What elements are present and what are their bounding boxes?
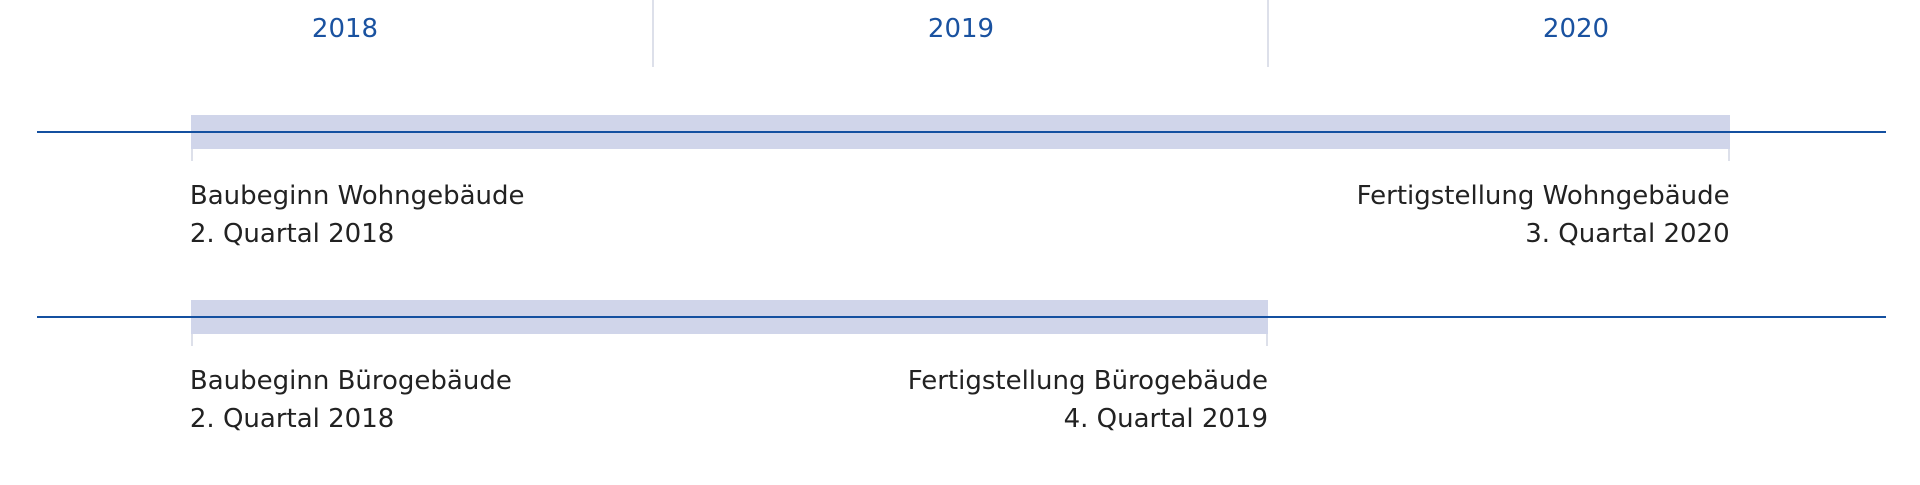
end-label-title: Fertigstellung Bürogebäude	[907, 366, 1268, 396]
start-tick	[190, 149, 193, 161]
end-label: Fertigstellung Wohngebäude 3. Quartal 20…	[1357, 177, 1730, 253]
year-divider	[1267, 0, 1269, 67]
year-label-2019: 2019	[927, 14, 995, 44]
start-label-title: Baubeginn Wohngebäude	[189, 181, 525, 211]
start-label-date: 2. Quartal 2018	[189, 404, 395, 434]
year-label-2018: 2018	[311, 14, 379, 44]
end-label-date: 4. Quartal 2019	[1063, 404, 1268, 434]
end-tick	[1727, 149, 1730, 161]
start-label-title: Baubeginn Bürogebäude	[189, 366, 512, 396]
year-label-2020: 2020	[1542, 14, 1610, 44]
end-label-title: Fertigstellung Wohngebäude	[1356, 181, 1730, 211]
end-tick	[1266, 334, 1268, 346]
year-divider	[652, 0, 654, 67]
start-label: Baubeginn Bürogebäude 2. Quartal 2018	[190, 362, 512, 438]
axis-line	[37, 316, 1886, 318]
start-label-date: 2. Quartal 2018	[189, 219, 395, 249]
start-tick	[190, 334, 193, 346]
axis-line	[37, 131, 1886, 133]
end-label: Fertigstellung Bürogebäude 4. Quartal 20…	[908, 362, 1268, 438]
end-label-date: 3. Quartal 2020	[1525, 219, 1730, 249]
start-label: Baubeginn Wohngebäude 2. Quartal 2018	[190, 177, 525, 253]
